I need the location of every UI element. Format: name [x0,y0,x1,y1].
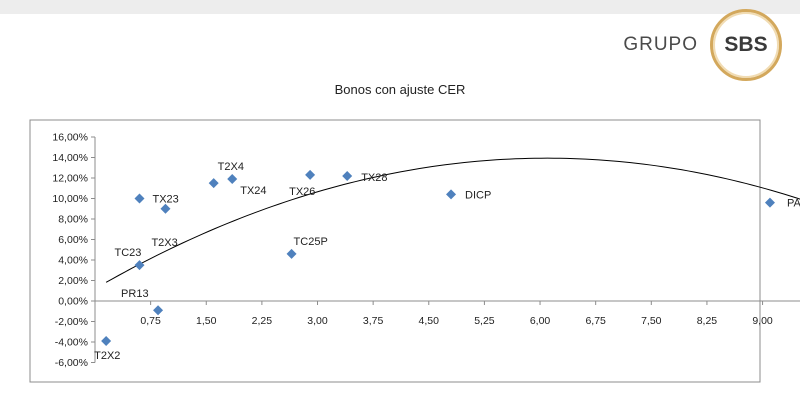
y-tick-label: -4,00% [55,337,88,349]
point-labels: T2X2 PR13 TC23 TX23 T2X3 T2X4 TX24 TX26 TX28 TC25… [94,161,800,362]
point-label: TX26 [289,186,315,198]
logo-badge: SBS [710,9,782,81]
point-label: TC23 [115,247,142,259]
x-tick-label: 6,75 [585,315,606,327]
data-point [764,197,775,208]
x-tick-label: 4,50 [419,315,440,327]
data-point [446,189,457,200]
point-label: TX23 [153,194,179,206]
logo-badge-text: SBS [724,33,768,56]
trendline-group [105,157,800,283]
data-point [134,193,145,204]
x-tick-label: 7,50 [641,315,662,327]
data-point [153,305,164,316]
y-tick-label: 8,00% [58,214,88,226]
data-point [134,260,145,271]
point-label: T2X3 [151,237,177,249]
x-tick-label: 8,25 [697,315,718,327]
y-tick-label: 6,00% [58,234,88,246]
x-tick-label: 0,75 [140,315,161,327]
x-tick-label: 5,25 [474,315,495,327]
point-label: PR13 [121,288,149,300]
x-tick-label: 1,50 [196,315,217,327]
x-tick-label: 2,25 [252,315,273,327]
chart-title: Bonos con ajuste CER [334,82,466,97]
y-tick-label: 2,00% [58,275,88,287]
x-tick-label: 3,00 [307,315,328,327]
trendline [105,157,800,283]
y-tick-label: -6,00% [55,357,88,369]
data-point [227,174,238,185]
top-bar [0,0,800,14]
data-point [101,335,112,346]
point-label: DICP [465,189,491,201]
data-point [160,203,171,214]
data-point [305,169,316,180]
data-point [342,170,353,181]
point-label: T2X2 [94,350,120,362]
y-tick-label: 4,00% [58,255,88,267]
y-tick-label: 0,00% [58,296,88,308]
x-tick-label: 3,75 [363,315,384,327]
y-tick-label: 12,00% [52,173,88,185]
data-point [208,178,219,189]
data-points [101,169,775,346]
y-tick-label: 16,00% [52,132,88,144]
point-label: PARP [787,198,800,210]
y-tick-label: 10,00% [52,193,88,205]
point-label: T2X4 [218,161,244,173]
point-label: TX28 [361,172,387,184]
y-tick-label: 14,00% [52,152,88,164]
x-tick-label: 9,00 [752,315,773,327]
tick-labels: -6,00% -4,00% -2,00% 0,00% 2,00% 4,00% 6,00% 8,… [52,132,773,370]
point-label: TX24 [240,185,266,197]
point-label: TC25P [294,236,328,248]
x-tick-label: 6,00 [530,315,551,327]
axes [91,136,800,363]
y-tick-label: -2,00% [55,316,88,328]
company-logo: GRUPO SBS [623,9,782,81]
logo-word: GRUPO [623,34,698,55]
data-point [286,248,297,259]
